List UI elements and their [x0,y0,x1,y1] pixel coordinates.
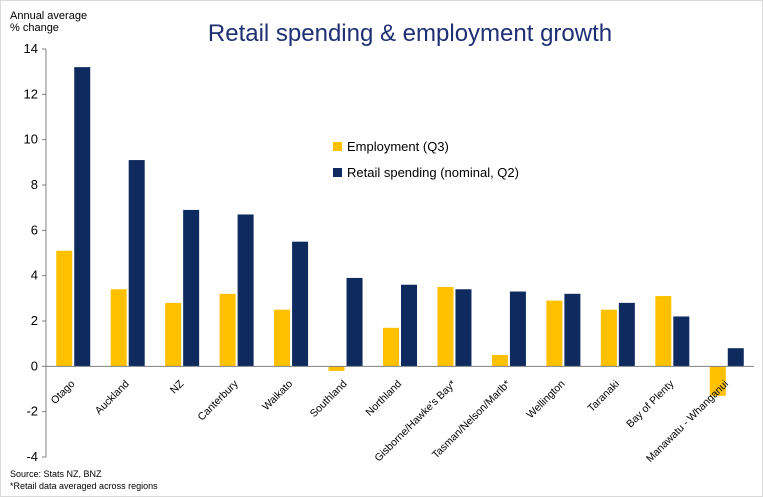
x-tick-label: Taranaki [585,378,622,415]
x-tick-label: Auckland [93,378,132,417]
x-tick-label: Northland [363,378,404,419]
y-tick-label: -2 [26,404,38,419]
legend: Employment (Q3) Retail spending (nominal,… [333,139,519,180]
y-tick-label: 14 [24,41,38,56]
y-axis-label: Annual average % change [10,10,87,34]
legend-swatch-retail [333,168,342,177]
x-tick-label: Waikato [260,378,295,413]
bar-employment [383,327,399,367]
y-tick-label: 12 [24,86,38,101]
y-tick-label: 2 [31,313,38,328]
y-tick-label: 4 [31,268,38,283]
y-tick-label: -4 [26,449,38,464]
bar-employment [655,296,672,367]
bar-retail [509,291,526,367]
bar-retail [455,289,472,367]
bar-retail [673,316,690,367]
x-tick-label: Otago [49,378,78,407]
footnote-text: *Retail data averaged across regions [10,481,158,491]
bar-employment [165,302,182,367]
bar-employment [491,355,508,367]
x-tick-label: Bay of Plenty [624,377,677,430]
bar-retail [292,241,309,367]
chart-title: Retail spending & employment growth [207,20,613,47]
bar-retail [564,293,581,367]
bar-employment [274,309,291,367]
bar-retail [727,348,744,367]
y-axis-label-line-2: % change [10,22,59,34]
x-tick-label: Canterbury [196,377,242,423]
x-tick-label: Southland [308,378,350,420]
legend-swatch-employment [333,142,342,151]
bar-retail [74,67,91,367]
bar-employment [546,300,563,367]
y-tick-label: 10 [24,132,38,147]
y-tick-label: 0 [31,358,38,373]
bar-retail [401,284,417,367]
bar-retail [346,277,363,367]
bar-retail [128,160,145,367]
y-tick-label: 6 [31,222,38,237]
bar-employment [600,309,617,367]
bar-employment [219,293,236,367]
bars-layer [56,67,744,396]
bar-employment [328,366,345,371]
bar-employment [110,289,127,367]
x-tick-label: NZ [168,378,187,397]
bar-employment [437,287,454,367]
bar-employment [56,250,73,367]
source-notes: Source: Stats NZ, BNZ *Retail data avera… [10,468,158,492]
x-tick-label: Wellington [524,378,567,421]
bar-employment [709,366,726,396]
y-axis-label-line-1: Annual average [10,10,88,22]
legend-label-employment: Employment (Q3) [347,139,449,154]
bar-retail [183,209,200,367]
y-tick-label: 8 [31,177,38,192]
bar-retail [618,302,635,367]
source-text: Source: Stats NZ, BNZ [10,469,102,479]
bar-retail [237,214,254,367]
legend-label-retail: Retail spending (nominal, Q2) [347,165,519,180]
